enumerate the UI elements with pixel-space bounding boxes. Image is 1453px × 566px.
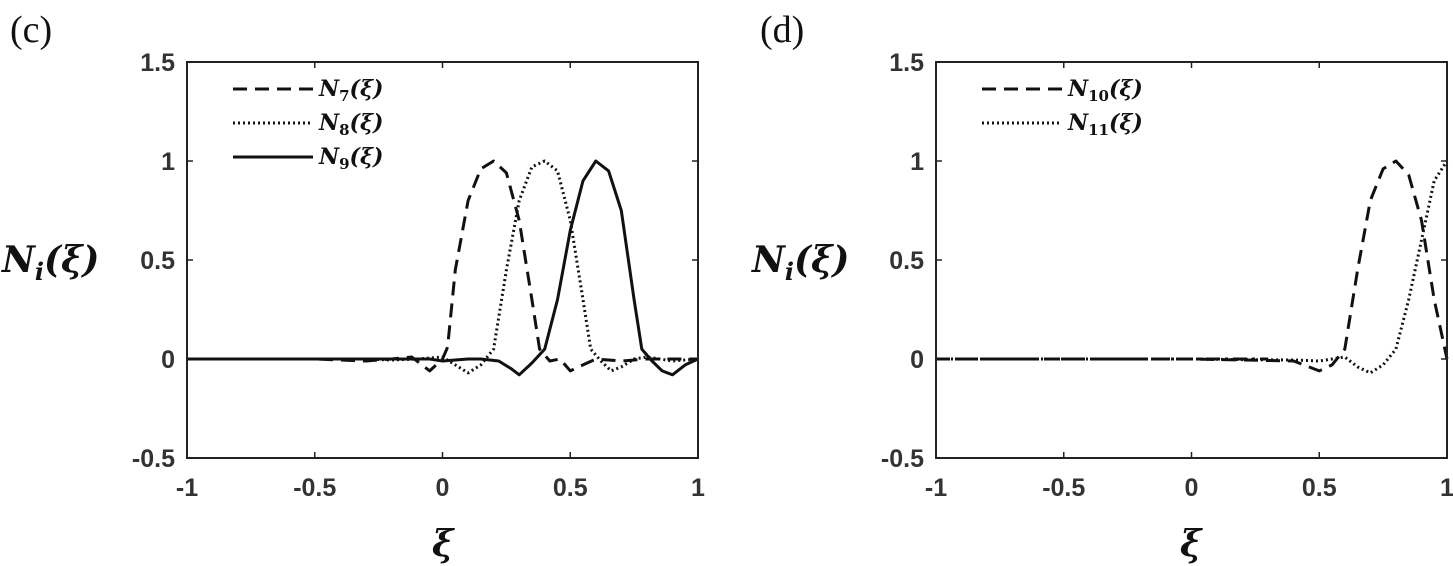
legend-entry: N10(ξ) — [1067, 76, 1143, 105]
panel-d: (d) Ni(ξ) ξ -1 -0.5 0 0.5 1-0.500.511.5N10(ξ… — [751, 9, 1453, 565]
panel-label: (d) — [760, 9, 804, 51]
y-tick-label: 0 — [161, 346, 175, 374]
series-line-n10- — [936, 159, 1449, 373]
y-tick-label: 1.5 — [140, 49, 175, 77]
series-line-n8- — [187, 159, 699, 375]
y-tick-label: 1 — [910, 148, 924, 176]
x-tick-label: 0.5 — [553, 474, 588, 502]
x-tick-label: -1 — [176, 474, 198, 502]
x-tick-label: 0 — [436, 474, 450, 502]
x-tick-label: -1 — [925, 474, 947, 502]
x-tick-label: 0.5 — [1302, 474, 1337, 502]
x-tick-label: -0.5 — [1042, 474, 1085, 502]
legend-entry: N9(ξ) — [318, 144, 383, 173]
y-tick-label: 0 — [910, 346, 924, 374]
panel-c: (c) Ni(ξ) ξ -1 -0.5 0 0.5 1-0.500.511.5N7(ξ)… — [1, 9, 705, 565]
panel-label: (c) — [10, 9, 52, 51]
y-axis-label: Ni(ξ) — [1, 239, 99, 286]
x-axis-label: ξ — [432, 523, 455, 565]
legend-entry: N7(ξ) — [318, 76, 383, 105]
series-line-n11- — [936, 160, 1449, 375]
x-tick-label: -0.5 — [293, 474, 336, 502]
y-tick-label: -0.5 — [881, 445, 924, 473]
x-tick-label: 1 — [1440, 474, 1453, 502]
legend-entry: N8(ξ) — [318, 110, 383, 139]
y-tick-label: 0.5 — [140, 247, 175, 275]
legend-entry: N11(ξ) — [1067, 110, 1143, 139]
axes-frame — [186, 61, 699, 459]
y-tick-label: 0.5 — [889, 247, 924, 275]
series-line-n7- — [187, 159, 698, 373]
x-axis-label: ξ — [1180, 523, 1203, 565]
x-tick-label: 0 — [1185, 474, 1199, 502]
y-axis-label: Ni(ξ) — [751, 239, 849, 286]
plot-area: -1 -0.5 0 0.5 1-0.500.511.5N7(ξ)N8(ξ)N9(ξ) — [132, 49, 705, 502]
axes-frame — [935, 61, 1448, 459]
x-tick-label: 1 — [691, 474, 705, 502]
y-tick-label: 1.5 — [889, 49, 924, 77]
y-tick-label: -0.5 — [132, 445, 175, 473]
series-line-n9- — [187, 159, 699, 377]
y-tick-label: 1 — [161, 148, 175, 176]
